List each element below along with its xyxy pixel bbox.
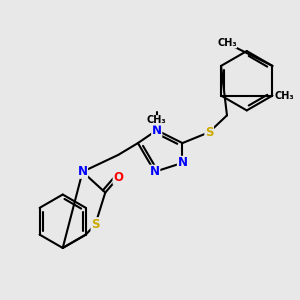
Text: N: N [77, 165, 88, 178]
Text: N: N [152, 124, 162, 137]
Text: O: O [113, 171, 123, 184]
Text: CH₃: CH₃ [217, 38, 237, 48]
Text: N: N [150, 165, 160, 178]
Text: S: S [205, 126, 213, 139]
Text: CH₃: CH₃ [274, 91, 294, 100]
Text: S: S [91, 218, 100, 231]
Text: N: N [178, 156, 188, 170]
Text: CH₃: CH₃ [147, 116, 167, 125]
